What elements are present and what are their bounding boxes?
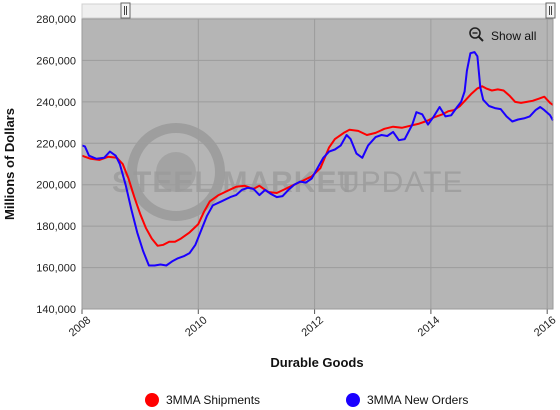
legend: 3MMA Shipments 3MMA New Orders — [145, 393, 468, 407]
plot-area — [82, 19, 553, 309]
watermark-logo: STEEL MARKET UPDATE — [112, 123, 463, 221]
y-tick-label: 160,000 — [36, 263, 76, 275]
series-layer — [81, 51, 554, 267]
navigator-handle-left[interactable] — [120, 2, 131, 19]
show-all-label: Show all — [491, 29, 536, 43]
watermark-text-light: UPDATE — [338, 166, 463, 199]
y-axis: 140,000 160,000 180,000 200,000 220,000 240,0… — [36, 14, 76, 316]
x-tick-label: 2008 — [67, 314, 93, 339]
x-tick-label: 2016 — [532, 314, 558, 339]
y-tick-label: 260,000 — [36, 55, 76, 67]
show-all-button[interactable]: Show all — [469, 27, 536, 43]
y-tick-label: 200,000 — [36, 180, 76, 192]
legend-marker-shipments — [145, 393, 159, 407]
x-tick-label: 2010 — [183, 314, 209, 339]
x-axis-title: Durable Goods — [270, 355, 363, 370]
legend-label-new-orders: 3MMA New Orders — [367, 393, 468, 407]
watermark-text-bold: STEEL MARKET — [112, 166, 357, 199]
y-tick-label: 240,000 — [36, 97, 76, 109]
y-tick-label: 180,000 — [36, 221, 76, 233]
x-tick-label: 2014 — [416, 314, 442, 339]
series-line-new-orders — [81, 51, 554, 267]
y-axis-title: Millions of Dollars — [2, 108, 17, 220]
x-axis: 2008 2010 2012 2014 2016 — [67, 309, 558, 339]
legend-label-shipments: 3MMA Shipments — [166, 393, 260, 407]
y-tick-label: 280,000 — [36, 14, 76, 26]
plot-border — [81, 18, 554, 310]
navigator-handle-right[interactable] — [545, 2, 556, 19]
y-tick-label: 140,000 — [36, 304, 76, 316]
magnifier-zoom-out-icon — [469, 27, 481, 39]
x-tick-label: 2012 — [299, 314, 325, 339]
legend-item-new-orders[interactable]: 3MMA New Orders — [346, 393, 468, 407]
navigator-track[interactable] — [81, 3, 554, 19]
legend-marker-new-orders — [346, 393, 360, 407]
series-line-shipments — [81, 85, 554, 247]
legend-item-shipments[interactable]: 3MMA Shipments — [145, 393, 260, 407]
y-tick-label: 220,000 — [36, 138, 76, 150]
